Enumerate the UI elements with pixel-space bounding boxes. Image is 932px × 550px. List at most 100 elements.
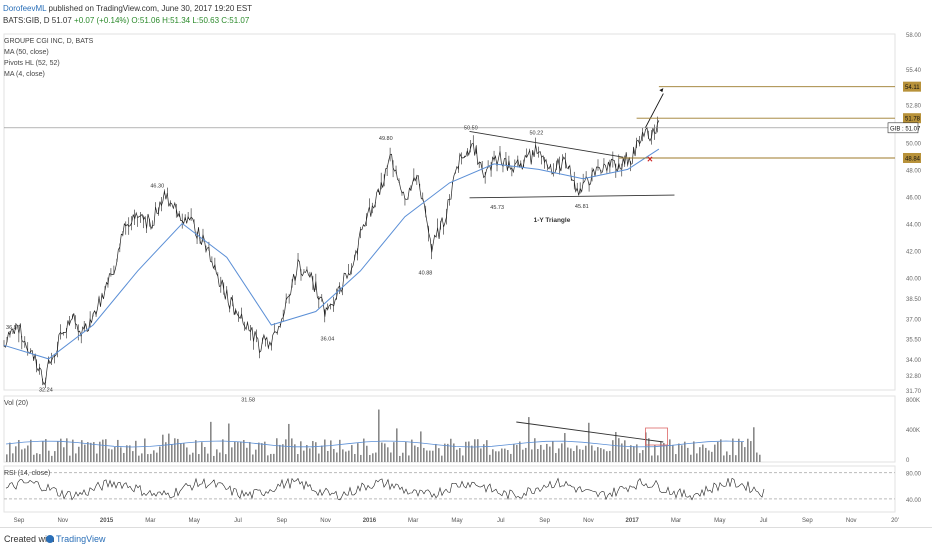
volume-bar (408, 455, 410, 462)
volume-bar (180, 443, 182, 462)
volume-bar (252, 454, 254, 462)
volume-bar (744, 447, 746, 462)
tradingview-link[interactable]: TradingView (56, 534, 106, 544)
volume-bar (711, 451, 713, 462)
volume-bar (690, 454, 692, 462)
volume-bar (600, 448, 602, 462)
price-axis-tick: 35.50 (906, 338, 922, 344)
volume-trend-line (516, 421, 664, 443)
volume-bar (525, 447, 527, 462)
volume-bar (471, 445, 473, 462)
volume-bar (534, 438, 536, 462)
volume-bar (609, 450, 611, 462)
price-axis-tick: 55.40 (906, 68, 922, 74)
volume-bar (486, 440, 488, 462)
volume-bar (111, 449, 113, 462)
volume-bar (714, 444, 716, 462)
volume-bar (483, 444, 485, 462)
volume-bar (204, 447, 206, 462)
volume-bar (54, 451, 56, 462)
x-axis-tick: May (189, 518, 200, 524)
legend-volume: Vol (20) (4, 400, 28, 407)
volume-bar (12, 453, 14, 462)
price-axis-tick: 31.70 (906, 389, 922, 395)
ohlc-values: O:51.06 H:51.34 L:50.63 C:51.07 (131, 16, 250, 25)
volume-bar (156, 452, 158, 462)
volume-bar (753, 427, 755, 462)
x-axis-tick: Nov (320, 518, 331, 524)
volume-bar (237, 442, 239, 462)
volume-bar (222, 439, 224, 462)
volume-bar (585, 445, 587, 462)
volume-bar (69, 455, 71, 462)
volume-bar (522, 449, 524, 462)
volume-bar (717, 441, 719, 462)
pivot-label: 49.80 (379, 136, 393, 142)
volume-bar (312, 441, 314, 462)
price-axis-tick: 40.00 (906, 277, 922, 283)
price-label-text: GIB : 51.07 (890, 126, 921, 132)
price-label-box (903, 152, 921, 163)
volume-bar (375, 452, 377, 462)
volume-bar (675, 454, 677, 462)
volume-bar (726, 451, 728, 462)
ma50-line (3, 148, 660, 360)
price-axis-tick: 32.80 (906, 374, 922, 380)
volume-bar (84, 444, 86, 462)
volume-bar (342, 449, 344, 462)
volume-bar (273, 453, 275, 462)
volume-bar (456, 449, 458, 462)
volume-bar (285, 439, 287, 462)
volume-bar (81, 440, 83, 462)
chart-canvas[interactable]: GROUPE CGI INC, D, BATS MA (50, close) P… (0, 0, 932, 528)
volume-bar (192, 452, 194, 462)
volume-bar (651, 455, 653, 462)
volume-bar (435, 443, 437, 462)
volume-bar (189, 454, 191, 462)
volume-bar (171, 444, 173, 462)
triangle-upper-line (469, 131, 624, 158)
volume-bar (249, 442, 251, 462)
volume-bar (270, 453, 272, 462)
volume-bar (213, 455, 215, 462)
volume-bar (639, 453, 641, 462)
volume-bar (669, 439, 671, 462)
volume-bar (417, 447, 419, 462)
volume-bar (636, 444, 638, 462)
volume-bar (447, 443, 449, 462)
volume-axis-tick: 0 (906, 458, 910, 464)
pivot-label: 32.24 (39, 388, 53, 394)
last-price: 51.07 (51, 16, 72, 25)
price-line (3, 120, 660, 386)
author-link[interactable]: DorofeevML (3, 4, 47, 13)
target-arrow (645, 93, 664, 128)
publish-header: DorofeevML published on TradingView.com,… (3, 3, 252, 14)
pivot-label: 46.30 (150, 183, 164, 189)
volume-bar (642, 450, 644, 462)
pivot-label: 36.04 (321, 336, 335, 342)
volume-bar (105, 439, 107, 462)
volume-bar (477, 439, 479, 462)
volume-bar (339, 439, 341, 462)
volume-bar (444, 443, 446, 462)
volume-bar (576, 445, 578, 462)
volume-bar (627, 449, 629, 462)
volume-bar (225, 454, 227, 462)
rsi-axis-tick: 40.00 (906, 498, 922, 504)
volume-bar (243, 440, 245, 462)
volume-bar (228, 423, 230, 462)
volume-bar (561, 443, 563, 462)
volume-bar (594, 450, 596, 462)
volume-bar (315, 442, 317, 462)
x-axis-tick: 2015 (100, 518, 114, 524)
volume-bar (531, 449, 533, 462)
volume-bar (357, 443, 359, 462)
volume-ma-line (5, 440, 745, 448)
legend-rsi: RSI (14, close) (4, 470, 50, 477)
volume-bar (489, 454, 491, 462)
volume-bar (330, 440, 332, 462)
triangle-label: 1-Y Triangle (534, 217, 571, 224)
volume-bar (159, 446, 161, 462)
pivot-label: 50.22 (529, 130, 543, 136)
volume-bar (738, 438, 740, 462)
